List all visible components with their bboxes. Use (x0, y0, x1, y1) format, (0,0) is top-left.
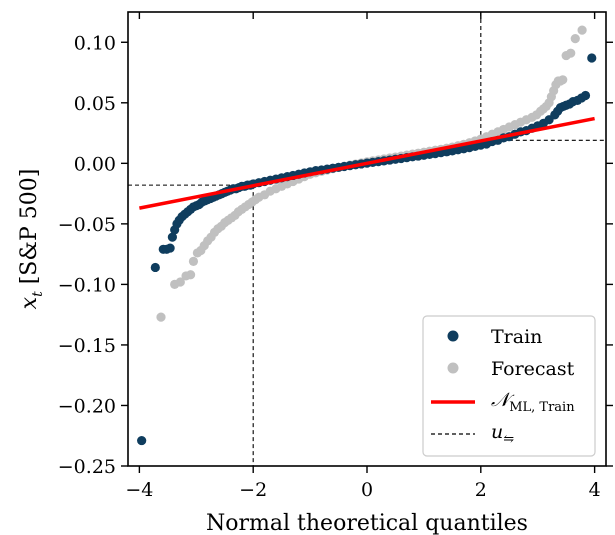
x-axis-label: Normal theoretical quantiles (206, 511, 528, 535)
fit-line-segment (139, 116, 595, 210)
forecast-point (566, 48, 576, 58)
x-tick-label: 4 (589, 479, 601, 501)
threshold-lines (128, 12, 606, 466)
legend-forecast-marker (447, 362, 459, 374)
legend-threshold-label-symbol: u (491, 421, 503, 443)
y-tick-label: −0.05 (58, 214, 116, 236)
x-tick-label: −4 (125, 479, 153, 501)
y-tick-label: −0.20 (58, 395, 116, 417)
forecast-point (188, 256, 199, 266)
y-axis-label-subscript: t (30, 291, 46, 297)
forecast-point (175, 277, 185, 287)
y-tick-label: 0.05 (74, 93, 116, 115)
ml-fit-line (139, 116, 595, 210)
x-tick-label: 2 (475, 479, 487, 501)
legend-fit-label: 𝒩ML, Train (491, 389, 575, 415)
train-point (587, 53, 597, 63)
y-axis-ticks: −0.25 −0.20 −0.15 −0.10 −0.05 0.00 0.05 0.10 (58, 32, 613, 478)
x-axis-ticks: −4 −2 0 2 4 (125, 12, 601, 501)
legend-threshold-label-subscript: ⇋ (503, 432, 514, 447)
train-point (167, 232, 177, 242)
y-tick-label: −0.15 (58, 335, 116, 357)
legend: Train Forecast 𝒩ML, Train u⇋ (422, 315, 596, 457)
forecast-point (577, 25, 587, 35)
legend-threshold-label: u⇋ (491, 421, 514, 447)
legend-train-label: Train (491, 326, 542, 348)
legend-box (422, 315, 596, 457)
y-axis-label-unit: [S&P 500] (17, 169, 42, 292)
train-point (580, 90, 591, 101)
legend-fit-label-subscript: ML, Train (509, 400, 575, 415)
x-tick-label: −2 (239, 479, 267, 501)
legend-train-marker (447, 330, 459, 342)
y-axis-label: xt [S&P 500] (17, 169, 46, 310)
y-axis-label-symbol: x (17, 296, 42, 309)
legend-forecast-label: Forecast (491, 358, 575, 380)
y-tick-label: 0.00 (74, 153, 116, 175)
legend-fit-label-symbol: 𝒩 (491, 389, 515, 411)
train-point (165, 243, 175, 253)
forecast-point (570, 34, 580, 44)
y-tick-label: −0.25 (58, 456, 116, 478)
forecast-series (156, 25, 587, 322)
forecast-point (156, 312, 166, 322)
train-point (137, 435, 147, 446)
x-tick-label: 0 (361, 479, 373, 501)
y-tick-label: −0.10 (58, 274, 116, 296)
forecast-point (558, 75, 568, 85)
y-tick-label: 0.10 (74, 32, 116, 54)
train-point (150, 262, 160, 273)
forecast-point (185, 270, 196, 280)
